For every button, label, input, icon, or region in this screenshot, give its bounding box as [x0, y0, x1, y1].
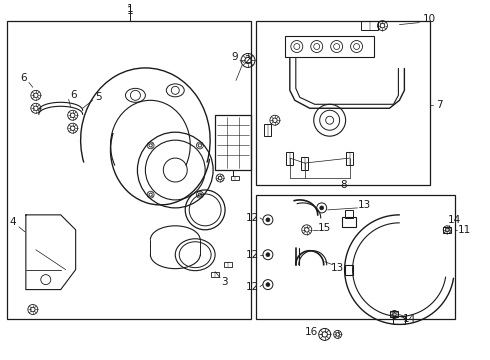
- Text: 12: 12: [245, 213, 259, 223]
- Text: 13: 13: [358, 200, 371, 210]
- Text: 14: 14: [447, 215, 461, 225]
- Circle shape: [266, 283, 270, 287]
- Text: 13: 13: [331, 263, 344, 273]
- Bar: [231, 176, 239, 180]
- Bar: [256, 21, 430, 185]
- Bar: [265, 124, 271, 136]
- Text: 6: 6: [21, 73, 27, 84]
- Text: 6: 6: [71, 90, 77, 100]
- Text: 7: 7: [436, 100, 442, 110]
- Bar: [211, 272, 219, 277]
- Text: 8: 8: [341, 180, 347, 190]
- Bar: [344, 210, 353, 218]
- Text: 9: 9: [232, 53, 238, 63]
- Bar: [443, 227, 451, 233]
- Text: 5: 5: [95, 92, 102, 102]
- Circle shape: [266, 253, 270, 257]
- Bar: [256, 195, 455, 319]
- Text: 2: 2: [245, 55, 251, 66]
- Circle shape: [319, 206, 324, 210]
- Text: 12: 12: [245, 250, 259, 260]
- Bar: [224, 262, 232, 267]
- Bar: [344, 265, 353, 275]
- Text: 11: 11: [458, 225, 471, 235]
- Text: 3: 3: [221, 276, 227, 287]
- Text: 14: 14: [403, 314, 416, 324]
- Bar: [215, 115, 251, 170]
- Bar: [285, 36, 374, 58]
- Text: 15: 15: [318, 223, 331, 233]
- Bar: [346, 152, 353, 165]
- Bar: [361, 21, 378, 30]
- Bar: [301, 157, 308, 170]
- Text: 12: 12: [245, 282, 259, 292]
- Text: 16: 16: [305, 327, 318, 337]
- Bar: [393, 316, 405, 324]
- Text: 1: 1: [127, 4, 134, 14]
- Text: 1: 1: [127, 6, 134, 15]
- Bar: [286, 152, 294, 165]
- Bar: [7, 21, 251, 319]
- Circle shape: [266, 218, 270, 222]
- Bar: [342, 217, 356, 227]
- Text: 4: 4: [10, 217, 16, 227]
- Bar: [391, 311, 398, 318]
- Text: 10: 10: [423, 14, 436, 24]
